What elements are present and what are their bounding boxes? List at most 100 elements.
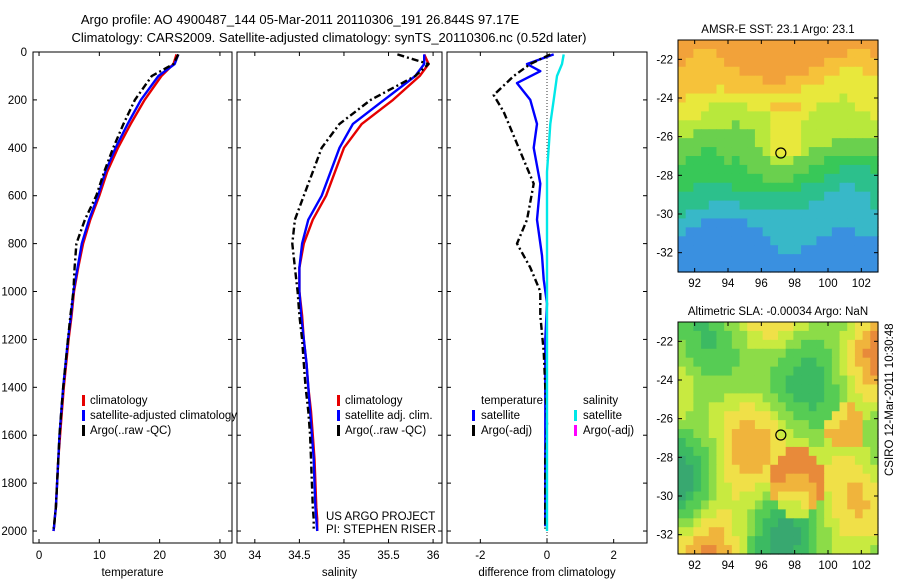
heatmap-cell — [739, 455, 748, 466]
heatmap-cell — [716, 446, 725, 457]
heatmap-cell — [778, 209, 787, 220]
heatmap-cell — [824, 173, 833, 184]
heatmap-cell — [693, 366, 702, 377]
heatmap-cell — [685, 173, 694, 184]
heatmap-cell — [770, 348, 779, 359]
x-tick-label: 100 — [818, 560, 837, 572]
heatmap-cell — [754, 57, 764, 68]
heatmap-cell — [793, 438, 802, 448]
heatmap-cell — [724, 527, 733, 537]
heatmap-cell — [724, 339, 733, 350]
heatmap-cell — [854, 348, 864, 359]
heatmap-cell — [839, 339, 848, 350]
heatmap-cell — [870, 182, 879, 193]
heatmap-cell — [731, 182, 741, 193]
heatmap-cell — [808, 218, 818, 228]
heatmap-cell — [770, 545, 779, 555]
heatmap-cell — [693, 411, 702, 421]
heatmap-cell — [870, 111, 879, 121]
heatmap-cell — [678, 182, 687, 193]
heatmap-cell — [870, 200, 879, 211]
heatmap-cell — [739, 482, 748, 493]
heatmap-cell — [870, 156, 879, 166]
heatmap-cell — [778, 322, 787, 332]
heatmap-cell — [870, 48, 879, 59]
heatmap-cell — [770, 509, 779, 519]
heatmap-cell — [808, 420, 818, 430]
heatmap-cell — [724, 482, 733, 493]
heatmap-cell — [762, 464, 771, 475]
heatmap-cell — [747, 527, 756, 537]
heatmap-cell — [793, 509, 802, 519]
heatmap-cell — [770, 330, 779, 341]
heatmap-cell — [770, 438, 779, 448]
heatmap-cell — [739, 263, 748, 273]
heatmap-cell — [816, 330, 825, 341]
heatmap-cell — [862, 393, 871, 403]
heatmap-cell — [801, 93, 810, 104]
heatmap-cell — [724, 384, 733, 394]
heatmap-cell — [793, 84, 802, 95]
heatmap-cell — [839, 218, 848, 228]
heatmap-cell — [847, 218, 856, 228]
heatmap-cell — [793, 75, 802, 86]
heatmap-cell — [831, 411, 841, 421]
heatmap-cell — [770, 57, 779, 68]
heatmap-cell — [731, 429, 741, 439]
x-tick-label: 35.5 — [377, 550, 399, 562]
heatmap-cell — [793, 384, 802, 394]
heatmap-cell — [870, 455, 879, 466]
heatmap-cell — [824, 473, 833, 484]
heatmap-cell — [747, 156, 756, 166]
heatmap-cell — [778, 473, 787, 484]
heatmap-cell — [739, 227, 748, 237]
heatmap-cell — [693, 138, 702, 148]
heatmap-cell — [708, 48, 718, 59]
heatmap-cell — [716, 473, 725, 484]
heatmap-cell — [847, 93, 856, 104]
heatmap-cell — [847, 147, 856, 157]
heatmap-cell — [847, 411, 856, 421]
heatmap-cell — [762, 111, 771, 121]
heatmap-cell — [831, 527, 841, 537]
heatmap-cell — [854, 402, 864, 412]
heatmap-cell — [724, 438, 733, 448]
heatmap-cell — [739, 322, 748, 332]
heatmap-cell — [754, 236, 764, 246]
heatmap-cell — [747, 138, 756, 148]
heatmap-cell — [801, 402, 810, 412]
heatmap-cell — [693, 402, 702, 412]
heatmap-cell — [839, 348, 848, 359]
heatmap-cell — [839, 500, 848, 510]
heatmap-cell — [708, 348, 718, 359]
heatmap-cell — [754, 48, 764, 59]
x-tick-label: 0 — [544, 550, 550, 562]
heatmap-cell — [831, 75, 841, 86]
heatmap-cell — [685, 245, 694, 255]
heatmap-cell — [862, 236, 871, 246]
heatmap-cell — [739, 40, 748, 50]
heatmap-cell — [785, 66, 794, 77]
heatmap-cell — [801, 384, 810, 394]
heatmap-cell — [716, 429, 725, 439]
heatmap-cell — [770, 384, 779, 394]
heatmap-cell — [708, 446, 718, 457]
heatmap-cell — [801, 156, 810, 166]
x-tick-label: 30 — [214, 550, 227, 562]
heatmap-cell — [793, 138, 802, 148]
heatmap-cell — [839, 129, 848, 139]
heatmap-cell — [824, 191, 833, 202]
heatmap-cell — [739, 84, 748, 95]
heatmap-cell — [801, 102, 810, 112]
heatmap-cell — [862, 57, 871, 68]
heatmap-cell — [747, 93, 756, 104]
heatmap-cell — [693, 254, 702, 264]
legend-swatch — [82, 410, 85, 421]
heatmap-cell — [685, 254, 694, 264]
heatmap-cell — [839, 455, 848, 466]
heatmap-cell — [854, 375, 864, 386]
heatmap-cell — [870, 164, 879, 175]
heatmap-cell — [831, 245, 841, 255]
heatmap-cell — [754, 245, 764, 255]
heatmap-cell — [731, 57, 741, 68]
